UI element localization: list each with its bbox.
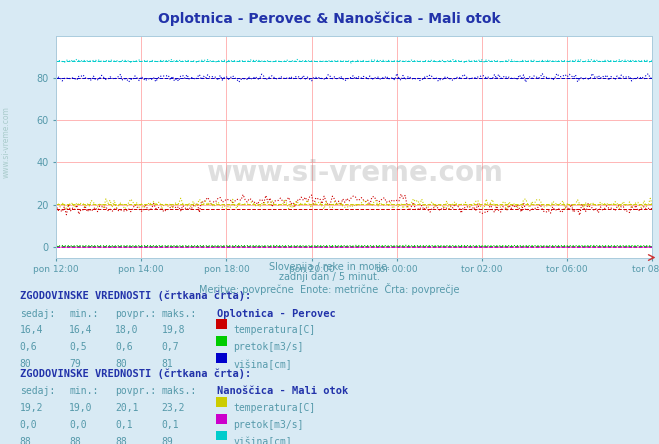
Text: Slovenija / reke in morje.: Slovenija / reke in morje.: [269, 262, 390, 272]
Text: 0,7: 0,7: [161, 342, 179, 353]
Text: višina[cm]: višina[cm]: [233, 437, 292, 444]
Text: povpr.:: povpr.:: [115, 309, 156, 319]
Text: www.si-vreme.com: www.si-vreme.com: [206, 159, 503, 187]
Text: sedaj:: sedaj:: [20, 309, 55, 319]
Text: 19,0: 19,0: [69, 403, 93, 413]
Text: 80: 80: [115, 359, 127, 369]
Text: pretok[m3/s]: pretok[m3/s]: [233, 342, 304, 353]
Text: 0,6: 0,6: [20, 342, 38, 353]
Text: min.:: min.:: [69, 386, 99, 396]
Text: temperatura[C]: temperatura[C]: [233, 325, 316, 336]
Text: povpr.:: povpr.:: [115, 386, 156, 396]
Text: min.:: min.:: [69, 309, 99, 319]
Text: ZGODOVINSKE VREDNOSTI (črtkana črta):: ZGODOVINSKE VREDNOSTI (črtkana črta):: [20, 369, 251, 379]
Text: višina[cm]: višina[cm]: [233, 359, 292, 369]
Text: 88: 88: [20, 437, 32, 444]
Text: 0,1: 0,1: [115, 420, 133, 430]
Text: 0,6: 0,6: [115, 342, 133, 353]
Text: 20,1: 20,1: [115, 403, 139, 413]
Text: maks.:: maks.:: [161, 309, 196, 319]
Text: 80: 80: [20, 359, 32, 369]
Text: 19,8: 19,8: [161, 325, 185, 336]
Text: 79: 79: [69, 359, 81, 369]
Text: 88: 88: [115, 437, 127, 444]
Text: Oplotnica - Perovec: Oplotnica - Perovec: [217, 309, 336, 319]
Text: pretok[m3/s]: pretok[m3/s]: [233, 420, 304, 430]
Text: ZGODOVINSKE VREDNOSTI (črtkana črta):: ZGODOVINSKE VREDNOSTI (črtkana črta):: [20, 291, 251, 301]
Text: Nanoščica - Mali otok: Nanoščica - Mali otok: [217, 386, 349, 396]
Text: 16,4: 16,4: [20, 325, 43, 336]
Text: 19,2: 19,2: [20, 403, 43, 413]
Text: Oplotnica - Perovec & Nanoščica - Mali otok: Oplotnica - Perovec & Nanoščica - Mali o…: [158, 11, 501, 26]
Text: 0,5: 0,5: [69, 342, 87, 353]
Text: 0,1: 0,1: [161, 420, 179, 430]
Text: 16,4: 16,4: [69, 325, 93, 336]
Text: 88: 88: [69, 437, 81, 444]
Text: 89: 89: [161, 437, 173, 444]
Text: zadnji dan / 5 minut.: zadnji dan / 5 minut.: [279, 272, 380, 282]
Text: www.si-vreme.com: www.si-vreme.com: [2, 106, 11, 178]
Text: temperatura[C]: temperatura[C]: [233, 403, 316, 413]
Text: 81: 81: [161, 359, 173, 369]
Text: 0,0: 0,0: [20, 420, 38, 430]
Text: maks.:: maks.:: [161, 386, 196, 396]
Text: 23,2: 23,2: [161, 403, 185, 413]
Text: 0,0: 0,0: [69, 420, 87, 430]
Text: sedaj:: sedaj:: [20, 386, 55, 396]
Text: Meritve: povprečne  Enote: metrične  Črta: povprečje: Meritve: povprečne Enote: metrične Črta:…: [199, 283, 460, 295]
Text: 18,0: 18,0: [115, 325, 139, 336]
